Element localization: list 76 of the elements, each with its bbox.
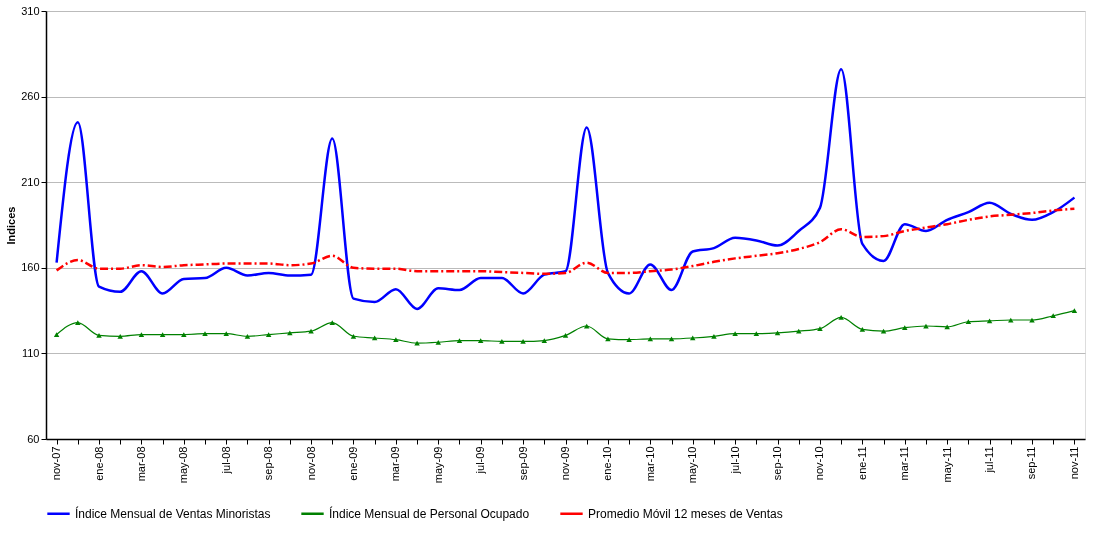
y-axis-title: Indices: [5, 206, 18, 245]
x-tick-label: nov-10: [813, 446, 826, 481]
x-tick-label: nov-07: [50, 446, 63, 481]
point: [456, 338, 463, 343]
point: [223, 331, 229, 337]
x-tick-label: ene-11: [855, 446, 868, 480]
x-tick-label: nov-09: [559, 446, 571, 481]
point: [53, 332, 60, 337]
point: [796, 328, 802, 334]
y-tick-label: 110: [21, 346, 40, 359]
line-series: [55, 207, 1076, 276]
point: [117, 333, 123, 339]
point: [880, 328, 887, 334]
x-tick-label: may-08: [177, 446, 190, 484]
point: [902, 325, 908, 331]
x-tick-label: sep-08: [262, 446, 275, 481]
x-tick-label: nov-08: [304, 446, 317, 481]
legend-label: Índice Mensual de Personal Ocupado: [329, 505, 530, 521]
point: [732, 331, 738, 337]
point: [138, 332, 145, 337]
x-tick-label: sep-09: [516, 446, 529, 481]
point: [265, 332, 272, 337]
point: [541, 338, 548, 343]
x-tick-label: ene-09: [346, 446, 359, 481]
line-series: [55, 67, 1076, 311]
legend-label: Índice Mensual de Ventas Minoristas: [75, 505, 271, 521]
point: [1071, 308, 1078, 313]
point: [393, 337, 399, 343]
y-tick-label: 310: [21, 4, 40, 17]
point: [202, 331, 208, 337]
y-tick-label: 60: [27, 432, 40, 445]
x-tick-label: may-09: [431, 446, 444, 484]
x-tick-label: mar-09: [389, 446, 402, 482]
x-tick-label: jul-09: [474, 446, 487, 475]
x-tick-label: sep-11: [1025, 446, 1038, 480]
x-tick-label: jul-08: [219, 446, 232, 475]
x-tick-label: ene-08: [92, 446, 105, 481]
x-tick-label: mar-08: [134, 446, 147, 482]
x-tick-label: jul-11: [983, 446, 996, 474]
point: [350, 333, 357, 339]
point: [838, 315, 844, 320]
point: [477, 338, 484, 343]
x-tick-label: may-11: [940, 446, 953, 483]
point: [774, 330, 781, 336]
point: [244, 333, 251, 339]
point: [562, 333, 569, 338]
point: [859, 327, 866, 332]
y-tick-label: 260: [21, 90, 40, 103]
point: [626, 337, 632, 343]
point: [287, 330, 293, 336]
point: [668, 336, 675, 342]
point: [986, 318, 993, 324]
point: [965, 319, 972, 325]
x-tick-label: jul-10: [728, 446, 741, 475]
point: [1050, 313, 1056, 319]
y-tick-label: 160: [21, 261, 40, 274]
x-tick-label: ene-10: [601, 446, 614, 481]
x-tick-label: may-10: [686, 446, 699, 484]
x-tick-label: mar-10: [643, 446, 656, 482]
point: [308, 328, 314, 334]
x-tick-label: sep-10: [771, 446, 784, 481]
point: [181, 332, 187, 337]
point: [96, 333, 102, 338]
point: [520, 339, 526, 344]
y-tick-label: 210: [21, 175, 40, 188]
point: [753, 331, 760, 337]
point: [159, 332, 166, 337]
legend-label: Promedio Móvil 12 meses de Ventas: [588, 506, 783, 521]
point: [711, 333, 717, 339]
x-tick-label: mar-11: [898, 446, 911, 481]
point: [435, 339, 442, 345]
point: [499, 339, 505, 344]
point: [329, 320, 335, 325]
point: [817, 326, 823, 331]
x-tick-label: nov-11: [1067, 446, 1080, 480]
point: [75, 320, 81, 325]
